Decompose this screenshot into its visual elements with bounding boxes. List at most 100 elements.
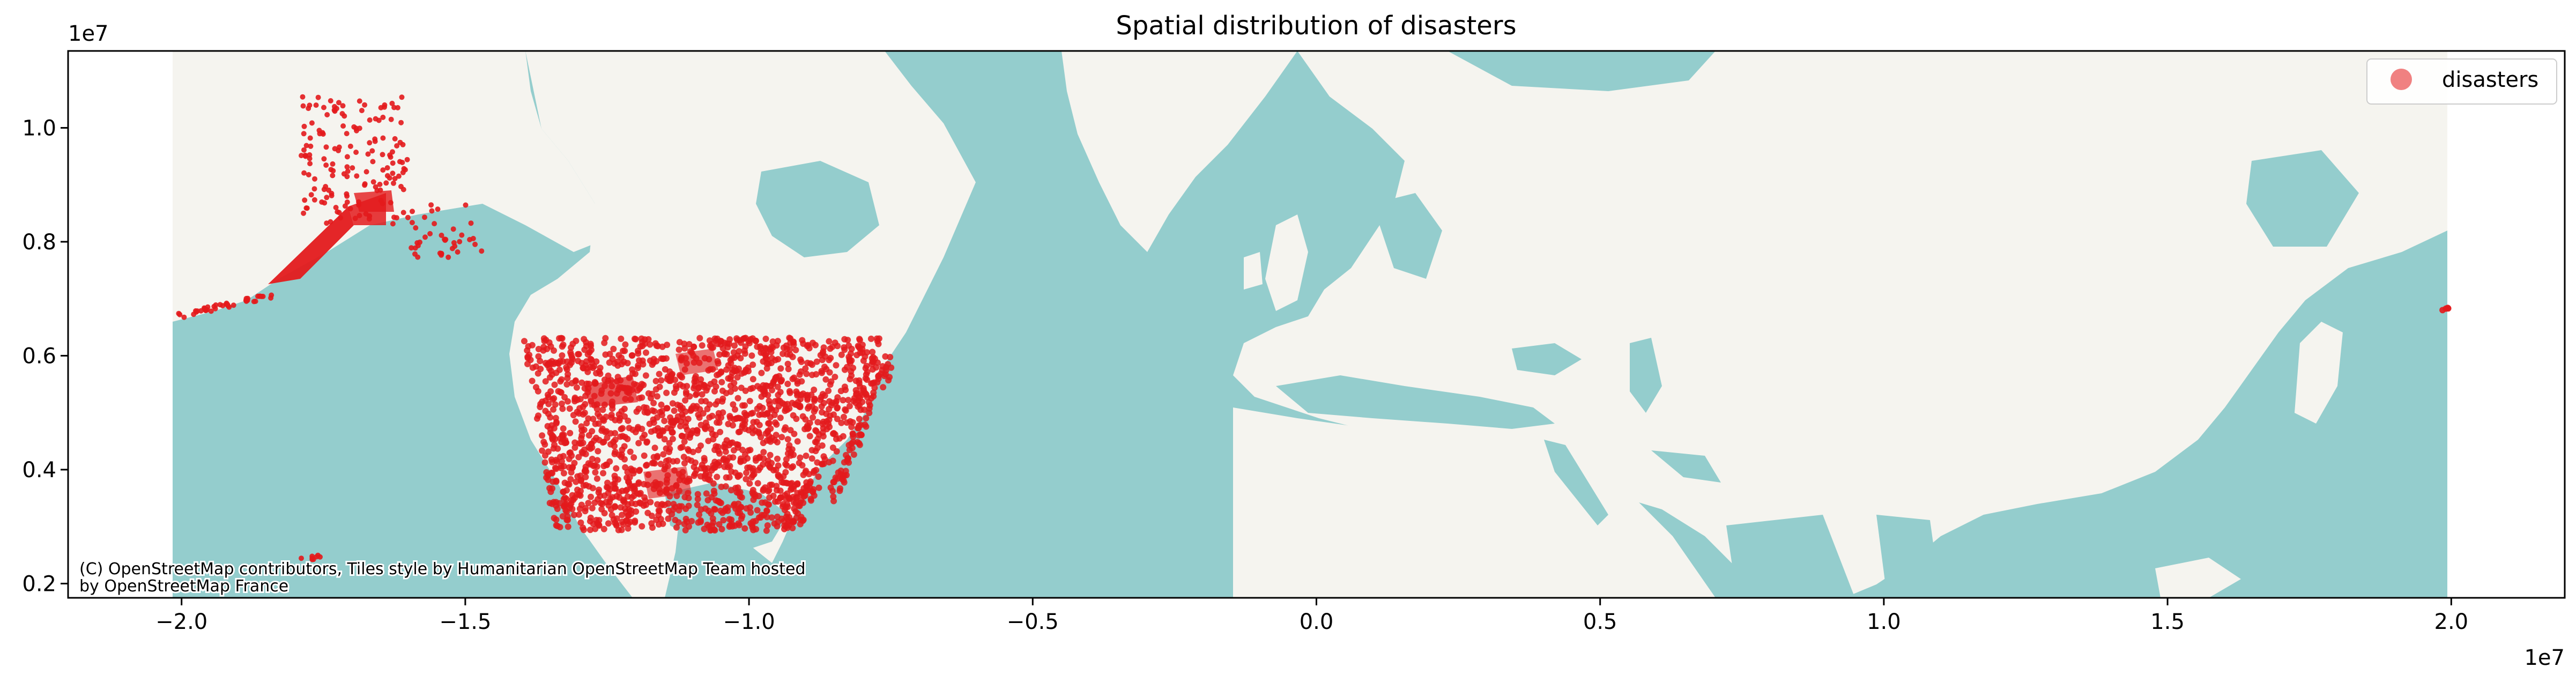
- disaster-marker: [811, 397, 818, 404]
- land-alaska: [173, 51, 600, 322]
- disaster-marker: [534, 388, 541, 395]
- disaster-marker: [639, 523, 645, 530]
- disaster-marker: [395, 105, 400, 110]
- disaster-marker: [563, 487, 570, 494]
- disaster-marker: [711, 506, 718, 513]
- disaster-marker: [874, 359, 881, 366]
- disaster-marker: [688, 457, 695, 464]
- disaster-marker: [387, 175, 392, 181]
- disaster-marker: [648, 513, 655, 520]
- disaster-marker: [628, 494, 635, 501]
- disaster-marker: [588, 346, 595, 353]
- disaster-marker: [369, 148, 375, 154]
- disaster-marker: [840, 413, 847, 420]
- disaster-marker: [321, 105, 326, 110]
- disaster-marker: [745, 368, 752, 375]
- disaster-marker: [694, 427, 701, 434]
- disaster-marker: [564, 513, 571, 520]
- disaster-marker: [604, 479, 611, 486]
- disaster-marker: [797, 356, 804, 363]
- disaster-marker: [610, 439, 617, 446]
- disaster-marker: [640, 361, 647, 368]
- disaster-marker: [743, 469, 750, 476]
- disaster-marker: [463, 202, 469, 208]
- disaster-marker: [546, 500, 553, 507]
- disaster-marker: [618, 335, 625, 342]
- disaster-marker: [709, 522, 716, 529]
- disaster-marker: [780, 344, 787, 351]
- disaster-marker: [863, 415, 870, 421]
- disaster-marker: [759, 499, 766, 506]
- disaster-marker: [542, 407, 549, 414]
- disaster-marker: [604, 434, 611, 441]
- disaster-marker: [560, 496, 567, 502]
- disaster-marker: [301, 210, 307, 216]
- disaster-marker: [841, 383, 848, 390]
- disaster-marker: [732, 406, 738, 413]
- disaster-marker: [467, 236, 473, 242]
- disaster-marker: [711, 490, 718, 497]
- disaster-marker: [796, 371, 803, 378]
- disaster-marker: [798, 489, 805, 496]
- disaster-marker: [610, 345, 617, 352]
- disaster-marker: [853, 391, 860, 398]
- disaster-area: [268, 206, 354, 284]
- baltic-sea: [1372, 193, 1442, 279]
- disaster-marker: [794, 390, 801, 397]
- disaster-marker: [592, 469, 599, 476]
- disaster-marker: [625, 525, 632, 532]
- disaster-marker: [720, 517, 727, 524]
- disaster-marker: [649, 459, 656, 466]
- disaster-marker: [663, 389, 670, 396]
- disaster-marker: [567, 429, 574, 436]
- disaster-marker: [547, 414, 554, 421]
- disaster-marker: [702, 470, 709, 477]
- disaster-marker: [736, 348, 743, 355]
- disaster-marker: [553, 465, 560, 472]
- disaster-marker: [365, 151, 371, 157]
- disaster-marker: [767, 425, 774, 432]
- disaster-marker: [452, 243, 458, 249]
- disaster-marker: [541, 459, 548, 466]
- disaster-marker: [617, 414, 623, 421]
- disaster-marker: [541, 441, 548, 448]
- disaster-marker: [734, 472, 741, 479]
- disaster-marker: [545, 394, 552, 401]
- disaster-marker: [571, 394, 578, 401]
- disaster-marker: [784, 360, 791, 367]
- disaster-marker: [753, 418, 760, 425]
- disaster-marker: [722, 483, 729, 490]
- disaster-marker: [370, 159, 376, 165]
- disaster-marker: [560, 470, 567, 477]
- disaster-marker: [566, 481, 573, 488]
- disaster-marker: [320, 131, 326, 137]
- disaster-marker: [843, 419, 850, 426]
- disaster-marker: [2439, 307, 2446, 314]
- disaster-marker: [541, 338, 548, 344]
- disaster-marker: [652, 340, 659, 347]
- disaster-marker: [765, 420, 772, 427]
- disaster-marker: [309, 555, 315, 561]
- disaster-marker: [746, 398, 753, 404]
- disaster-marker: [659, 427, 666, 434]
- disaster-marker: [773, 432, 780, 439]
- disaster-marker: [628, 352, 635, 359]
- disaster-marker: [821, 456, 828, 463]
- disaster-marker: [747, 447, 754, 454]
- disaster-marker: [679, 433, 686, 440]
- disaster-marker: [730, 447, 737, 454]
- disaster-marker: [635, 440, 642, 447]
- disaster-marker: [439, 252, 444, 258]
- disaster-marker: [316, 128, 322, 134]
- disaster-marker: [880, 384, 887, 391]
- disaster-marker: [600, 470, 606, 477]
- disaster-marker: [587, 461, 594, 468]
- disaster-marker: [844, 455, 851, 462]
- disaster-marker: [545, 448, 552, 455]
- disaster-marker: [619, 487, 626, 494]
- disaster-marker: [772, 419, 779, 426]
- disaster-marker: [866, 402, 873, 409]
- disaster-marker: [742, 335, 749, 342]
- disaster-marker: [767, 481, 774, 488]
- disaster-marker: [832, 339, 838, 346]
